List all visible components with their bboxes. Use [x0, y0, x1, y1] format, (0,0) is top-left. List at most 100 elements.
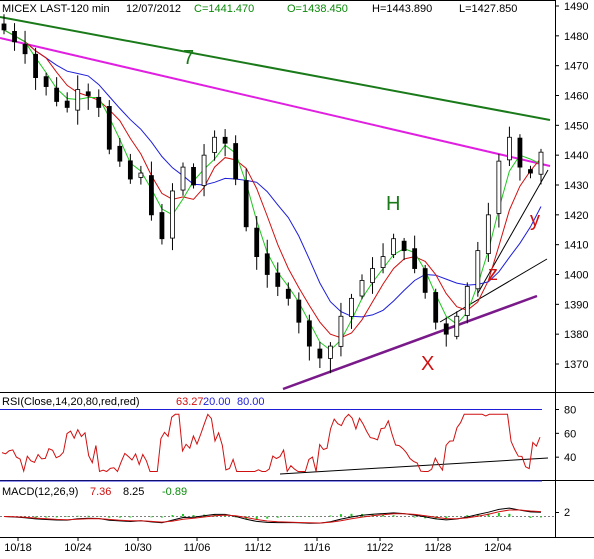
rsi-trendline	[279, 457, 549, 475]
price-bar-body	[254, 227, 260, 257]
price-bar-body	[485, 214, 491, 254]
price-bar-body	[359, 280, 365, 297]
price-bar-body	[317, 348, 323, 359]
trendline-7	[0, 16, 551, 121]
date-tick-label: 11/06	[184, 542, 211, 554]
price-bar-body	[54, 87, 60, 102]
price-bar-body	[233, 143, 239, 180]
price-bar-body	[454, 315, 460, 337]
price-tick-label: 1420	[564, 210, 588, 222]
rsi-panel: 40 60 80 RSI(Close,14,20,80,red,red) 63.27…	[0, 396, 576, 482]
price-tick-label: 1480	[564, 31, 588, 43]
rsi-value: 63.27	[176, 396, 204, 408]
rsi-upper-value: 80.00	[237, 396, 265, 408]
price-tick-label: 1460	[564, 91, 588, 103]
price-bar-body	[517, 137, 523, 168]
wave-label-x: X	[421, 353, 434, 375]
wave-label-7: 7	[183, 47, 194, 69]
price-bar-body	[33, 53, 38, 79]
price-tick-label: 1430	[564, 180, 588, 192]
low-label: L=1427.850	[459, 3, 517, 15]
price-bar-body	[222, 136, 228, 144]
date-tick-label: 10/30	[124, 542, 152, 554]
price-bar-body	[507, 136, 512, 161]
rsi-tick-label: 40	[564, 452, 576, 464]
price-tick-label: 1380	[564, 329, 588, 341]
price-tick-label: 1390	[564, 299, 588, 311]
price-bar-body	[212, 136, 217, 153]
date-tick-label: 10/24	[64, 542, 92, 554]
price-bar-body	[106, 106, 112, 150]
price-bar-body	[138, 172, 144, 178]
price-bar-body	[22, 43, 28, 55]
price-bar-body	[538, 151, 544, 175]
price-bar-body	[149, 175, 154, 216]
date-axis: 10/18 10/24 10/30 11/06 11/12 11/16 11/22 11/28…	[4, 537, 512, 554]
close-label: C=1441.470	[194, 3, 254, 15]
price-bar-body	[338, 315, 344, 347]
price-bar-body	[464, 286, 470, 316]
price-bar-body	[201, 154, 207, 186]
wave-label-h: H	[386, 193, 400, 215]
price-tick-label: 1410	[564, 240, 588, 252]
rsi-tick-label: 60	[564, 428, 576, 440]
trendline-black	[439, 258, 548, 323]
price-bar-body	[349, 297, 354, 317]
macd-label: MACD(12,26,9)	[2, 486, 78, 498]
open-label: O=1438.450	[287, 3, 348, 15]
price-bar-body	[443, 323, 449, 335]
macd-signal-line	[3, 509, 542, 524]
price-bar-body	[412, 248, 418, 269]
price-bar-body	[170, 190, 175, 239]
price-bar-body	[96, 96, 102, 108]
price-bar-body	[43, 76, 49, 87]
rsi-axis: 40 60 80	[555, 405, 576, 464]
price-bar-body	[159, 212, 165, 240]
macd-value: 7.36	[90, 486, 111, 498]
moving-average-red	[3, 29, 542, 339]
high-label: H=1443.890	[372, 3, 432, 15]
price-axis: 1370 1380 1390 1400 1410 1420 1430 1440 1450 1460…	[555, 1, 588, 371]
rsi-label: RSI(Close,14,20,80,red,red)	[2, 396, 140, 408]
rsi-line	[1, 413, 541, 474]
price-tick-label: 1470	[564, 61, 588, 73]
price-bar-body	[64, 100, 70, 108]
price-bar-body	[275, 272, 281, 287]
price-tick-label: 1450	[564, 120, 588, 132]
price-tick-label: 1490	[564, 1, 588, 13]
trendline-black-steep	[477, 169, 549, 294]
wave-label-y: y	[530, 209, 540, 231]
price-bar-body	[296, 299, 302, 323]
price-bar-body	[243, 180, 249, 228]
price-bar-body	[401, 240, 407, 252]
price-bars	[1, 14, 544, 374]
trendline-purple	[282, 294, 538, 391]
price-bar-body	[528, 169, 533, 174]
moving-average-blue	[3, 29, 542, 318]
price-bar-body	[1, 23, 7, 31]
wave-label-z: z	[488, 263, 498, 285]
price-bar-body	[75, 89, 81, 111]
macd-hist-value: -0.89	[162, 486, 187, 498]
price-bar-body	[306, 320, 312, 347]
price-bar-body	[328, 345, 333, 359]
price-bar-body	[422, 268, 428, 293]
price-bar-body	[117, 145, 123, 162]
moving-average-green	[3, 29, 542, 351]
date-tick-label: 11/12	[245, 542, 272, 554]
date-tick-label: 12/04	[484, 542, 512, 554]
macd-signal-value: 8.25	[123, 486, 144, 498]
date-tick-label: 11/16	[304, 542, 331, 554]
symbol-label: MICEX LAST-120 min	[2, 3, 110, 15]
rsi-lower-value: 20.00	[203, 396, 231, 408]
price-bar-body	[191, 166, 196, 186]
date-tick-label: 11/22	[367, 542, 394, 554]
price-bar-body	[370, 268, 375, 283]
date-label: 12/07/2012	[126, 3, 181, 15]
macd-tick-label: 2	[564, 507, 570, 519]
price-bar-body	[475, 250, 481, 290]
rsi-tick-label: 80	[564, 405, 576, 417]
price-bar-body	[380, 256, 386, 268]
price-tick-label: 1370	[564, 359, 588, 371]
